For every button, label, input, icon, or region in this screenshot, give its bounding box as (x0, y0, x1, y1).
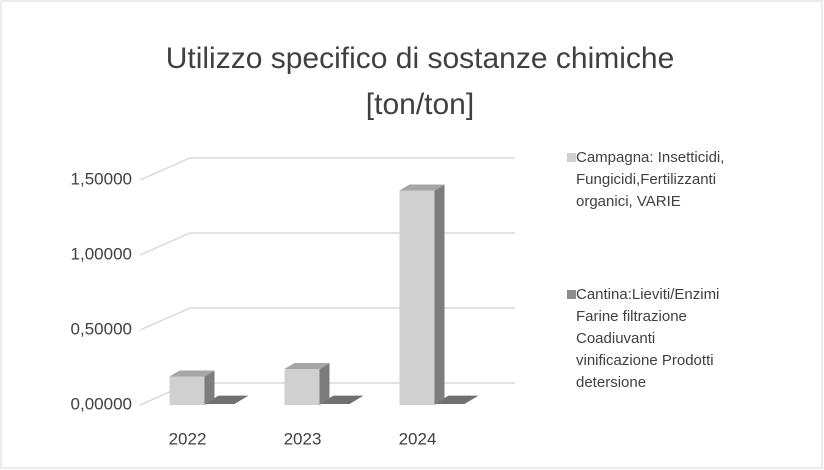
legend-item: Campagna: Insetticidi, Fungicidi,Fertili… (567, 147, 741, 213)
y-tick-label: 1,50000 (71, 169, 132, 188)
legend-swatch (567, 290, 576, 299)
x-tick-label: 2023 (284, 429, 322, 448)
bar (284, 363, 330, 405)
bar (169, 370, 215, 405)
grid-line (139, 157, 515, 181)
bar (434, 395, 479, 404)
legend-label: Campagna: Insetticidi, Fungicidi,Fertili… (576, 149, 725, 210)
bar-top (169, 370, 215, 377)
bar (204, 395, 249, 404)
legend-item: Cantina:Lieviti/Enzimi Farine filtrazion… (567, 284, 741, 394)
bar-side (204, 370, 215, 405)
grid-line (139, 307, 515, 331)
bar (399, 184, 445, 405)
bar-top (399, 184, 445, 191)
legend-swatch (567, 153, 576, 162)
y-tick-label: 0,00000 (71, 394, 132, 413)
y-tick-label: 0,50000 (71, 319, 132, 338)
chart-title: Utilizzo specifico di sostanze chimiche … (165, 42, 675, 121)
x-tick-label: 2022 (169, 429, 207, 448)
bar-top (319, 395, 364, 404)
bar-front (284, 369, 320, 405)
bar (319, 395, 364, 404)
y-tick-label: 1,00000 (71, 244, 132, 263)
bar-top (204, 395, 249, 404)
grid-line (139, 232, 515, 256)
bar-front (169, 376, 205, 405)
bar-top (284, 363, 330, 369)
bar-front (399, 190, 435, 405)
legend-label: Cantina:Lieviti/Enzimi Farine filtrazion… (576, 286, 720, 391)
bar-top (434, 395, 479, 404)
bar-side (319, 363, 330, 405)
x-tick-label: 2024 (399, 429, 437, 448)
bar-side (434, 184, 445, 405)
